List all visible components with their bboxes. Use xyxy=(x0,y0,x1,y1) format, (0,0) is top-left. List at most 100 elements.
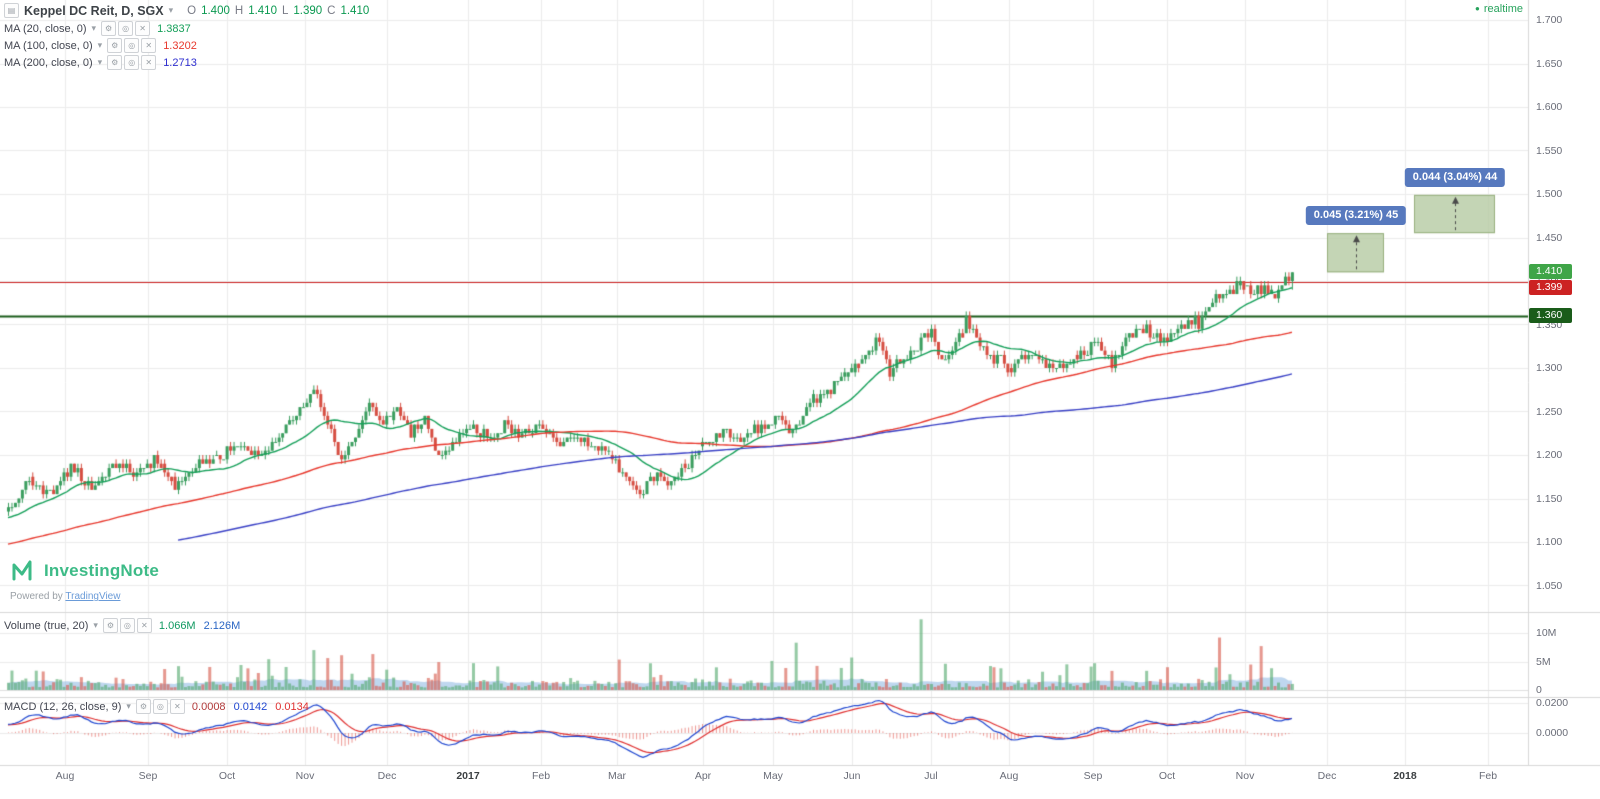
price-tick: 1.600 xyxy=(1536,101,1563,113)
indicator-value: 1.3837 xyxy=(157,22,191,35)
realtime-status: ● realtime xyxy=(1475,3,1523,15)
volume-legend: Volume (true, 20) ▾ ⚙ ◎ ✕ 1.066M 2.126M xyxy=(4,617,240,634)
ohlc-value: 1.410 xyxy=(340,4,370,17)
close-icon[interactable]: ✕ xyxy=(136,618,152,633)
macd-axis-tick: 0.0200 xyxy=(1536,697,1569,709)
indicator-label: MA (200, close, 0) xyxy=(4,56,93,69)
close-icon[interactable]: ✕ xyxy=(135,21,151,36)
chevron-down-icon[interactable]: ▾ xyxy=(91,23,97,33)
indicator-value: 1.2713 xyxy=(163,56,197,69)
price-axis[interactable]: 1.7001.6501.6001.5501.5001.4501.4001.350… xyxy=(1529,0,1600,765)
price-tick: 1.650 xyxy=(1536,57,1563,70)
chevron-down-icon[interactable]: ▾ xyxy=(168,5,174,15)
price-badge: 1.360 xyxy=(1529,308,1572,323)
macd-value: 0.0134 xyxy=(275,700,309,713)
time-tick: Dec xyxy=(1317,770,1337,782)
projection-label[interactable]: 0.045 (3.21%) 45 xyxy=(1305,206,1407,225)
ohlc-label: H xyxy=(234,4,244,17)
chart-menu-icon[interactable]: ▤ xyxy=(4,3,19,18)
volume-value: 1.066M xyxy=(158,619,196,632)
time-tick: Dec xyxy=(377,770,397,782)
time-tick: Oct xyxy=(1158,770,1176,782)
macd-value: 0.0142 xyxy=(233,700,268,713)
time-tick: Mar xyxy=(607,770,627,782)
time-tick: Apr xyxy=(694,770,712,782)
indicator-label: MA (20, close, 0) xyxy=(4,22,87,35)
realtime-label: realtime xyxy=(1483,3,1523,15)
ohlc-values: O 1.400 H 1.410 L 1.390 C 1.410 xyxy=(187,5,369,17)
time-tick: Jul xyxy=(924,770,938,782)
powered-by: Powered by TradingView xyxy=(10,591,159,602)
gear-icon[interactable]: ⚙ xyxy=(101,21,117,36)
time-tick: Aug xyxy=(55,770,75,782)
indicator-actions: ⚙ ◎ ✕ xyxy=(101,21,151,36)
indicator-row: MA (20, close, 0) ▾ ⚙ ◎ ✕ 1.3837 xyxy=(4,20,197,37)
ohlc-value: 1.410 xyxy=(248,4,277,17)
price-badge: 1.410 xyxy=(1529,264,1572,279)
realtime-dot-icon: ● xyxy=(1475,4,1480,13)
chevron-down-icon[interactable]: ▾ xyxy=(97,57,103,67)
gear-icon[interactable]: ⚙ xyxy=(102,618,118,633)
watermark-brand: InvestingNote xyxy=(44,561,160,580)
macd-legend-label: MACD (12, 26, close, 9) xyxy=(4,700,122,713)
eye-icon[interactable]: ◎ xyxy=(118,21,134,36)
price-tick: 1.550 xyxy=(1536,144,1563,157)
price-tick: 1.100 xyxy=(1536,536,1563,548)
chevron-down-icon[interactable]: ▾ xyxy=(93,620,98,630)
projection-label[interactable]: 0.044 (3.04%) 44 xyxy=(1404,168,1506,187)
eye-icon[interactable]: ◎ xyxy=(152,699,168,714)
eye-icon[interactable]: ◎ xyxy=(124,38,140,53)
time-tick: 2017 xyxy=(456,770,480,782)
macd-axis-tick: 0.0000 xyxy=(1536,727,1569,739)
ohlc-value: 1.400 xyxy=(201,4,230,17)
gear-icon[interactable]: ⚙ xyxy=(107,38,123,53)
macd-value: 0.0008 xyxy=(191,700,226,713)
macd-legend-actions: ⚙ ◎ ✕ xyxy=(135,699,185,714)
eye-icon[interactable]: ◎ xyxy=(119,618,135,633)
price-tick: 1.250 xyxy=(1536,405,1563,418)
indicator-legend: MA (20, close, 0) ▾ ⚙ ◎ ✕ 1.3837 MA (100, clos… xyxy=(4,20,197,71)
tradingview-link[interactable]: TradingView xyxy=(65,591,121,602)
price-tick: 1.050 xyxy=(1536,579,1563,592)
chevron-down-icon[interactable]: ▾ xyxy=(97,40,103,50)
close-icon[interactable]: ✕ xyxy=(141,38,157,53)
macd-legend-values: 0.0008 0.0142 0.0134 xyxy=(190,701,309,713)
gear-icon[interactable]: ⚙ xyxy=(135,699,151,714)
volume-legend-label: Volume (true, 20) xyxy=(4,619,89,632)
chevron-down-icon[interactable]: ▾ xyxy=(126,701,131,711)
time-tick: May xyxy=(763,770,783,782)
volume-axis-tick: 10M xyxy=(1536,627,1557,639)
time-tick: Nov xyxy=(295,770,315,782)
time-tick: Aug xyxy=(999,770,1019,782)
time-tick: Nov xyxy=(1235,770,1255,782)
price-tick: 1.500 xyxy=(1536,188,1563,200)
indicator-row: MA (100, close, 0) ▾ ⚙ ◎ ✕ 1.3202 xyxy=(4,37,197,54)
ohlc-label: O xyxy=(187,4,197,17)
macd-legend: MACD (12, 26, close, 9) ▾ ⚙ ◎ ✕ 0.0008 0.01… xyxy=(4,698,309,715)
investingnote-logo xyxy=(12,560,32,581)
eye-icon[interactable]: ◎ xyxy=(124,55,140,70)
volume-legend-actions: ⚙ ◎ ✕ xyxy=(102,618,152,633)
volume-legend-values: 1.066M 2.126M xyxy=(157,620,240,632)
time-tick: Jun xyxy=(843,770,861,782)
time-tick: Feb xyxy=(1478,770,1498,782)
price-badge: 1.399 xyxy=(1529,280,1572,295)
indicator-label: MA (100, close, 0) xyxy=(4,39,93,52)
ohlc-value: 1.390 xyxy=(293,4,323,17)
time-tick: Sep xyxy=(1083,770,1103,782)
indicator-actions: ⚙ ◎ ✕ xyxy=(107,38,157,53)
indicator-actions: ⚙ ◎ ✕ xyxy=(107,55,157,70)
price-tick: 1.700 xyxy=(1536,14,1563,26)
symbol-title: Keppel DC Reit, D, SGX xyxy=(24,3,164,18)
volume-value: 2.126M xyxy=(203,619,241,632)
gear-icon[interactable]: ⚙ xyxy=(107,55,123,70)
price-tick: 1.150 xyxy=(1536,492,1563,505)
price-tick: 1.300 xyxy=(1536,362,1563,374)
watermark: InvestingNote Powered by TradingView xyxy=(10,558,159,602)
price-tick: 1.450 xyxy=(1536,231,1563,244)
time-tick: 2018 xyxy=(1393,770,1417,782)
time-axis[interactable]: Aug Sep Oct Nov Dec 2017 Feb Mar Apr May Jun Jul Aug… xyxy=(0,767,1528,785)
close-icon[interactable]: ✕ xyxy=(169,699,185,714)
close-icon[interactable]: ✕ xyxy=(141,55,157,70)
